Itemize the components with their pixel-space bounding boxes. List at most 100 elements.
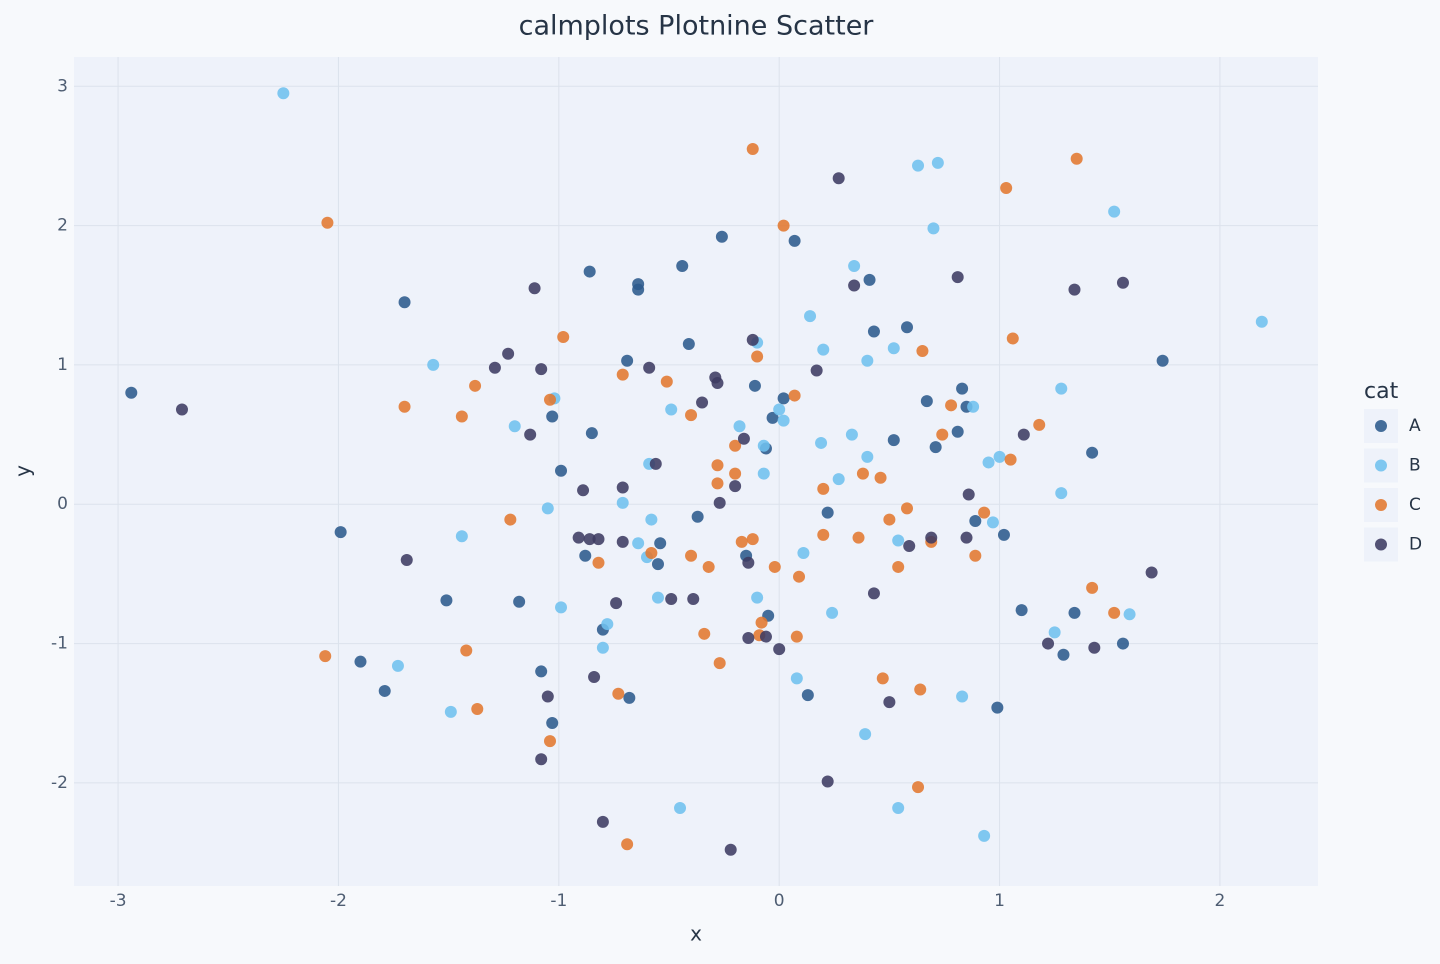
point xyxy=(632,283,645,296)
point xyxy=(852,531,865,544)
point xyxy=(1088,641,1101,654)
point xyxy=(883,513,896,526)
point xyxy=(546,716,559,729)
point xyxy=(579,549,592,562)
point xyxy=(746,142,759,155)
point xyxy=(508,420,521,433)
point xyxy=(277,87,290,100)
y-tick-label: 1 xyxy=(57,355,68,375)
point xyxy=(621,838,634,851)
legend-marker xyxy=(1375,538,1387,551)
point xyxy=(901,321,914,334)
point xyxy=(892,534,905,547)
point xyxy=(810,364,823,377)
point xyxy=(867,587,880,600)
point xyxy=(755,616,768,629)
point xyxy=(524,428,537,441)
point xyxy=(535,753,548,766)
point xyxy=(916,344,929,357)
point xyxy=(546,410,559,423)
point xyxy=(577,484,590,497)
point xyxy=(874,471,887,484)
point xyxy=(951,271,964,284)
point xyxy=(1042,637,1055,650)
point xyxy=(665,403,678,416)
point xyxy=(724,843,737,856)
point xyxy=(757,467,770,480)
point xyxy=(929,441,942,454)
point xyxy=(962,488,975,501)
point xyxy=(685,409,698,422)
point xyxy=(951,425,964,438)
point xyxy=(773,643,786,656)
point xyxy=(427,358,440,371)
point xyxy=(969,549,982,562)
point xyxy=(1255,315,1268,328)
point xyxy=(535,665,548,678)
point xyxy=(993,450,1006,463)
point xyxy=(997,528,1010,541)
legend-title: cat xyxy=(1364,379,1399,404)
point xyxy=(1116,276,1129,289)
x-tick-label: -1 xyxy=(550,891,567,911)
point xyxy=(876,672,889,685)
point xyxy=(790,630,803,643)
point xyxy=(821,775,834,788)
point xyxy=(991,701,1004,714)
point xyxy=(777,414,790,427)
point xyxy=(1055,382,1068,395)
point xyxy=(572,531,585,544)
y-tick-label: 2 xyxy=(57,216,68,236)
point xyxy=(978,829,991,842)
point xyxy=(892,801,905,814)
point xyxy=(175,403,188,416)
point xyxy=(557,331,570,344)
point xyxy=(768,560,781,573)
point xyxy=(867,325,880,338)
point xyxy=(978,506,991,519)
point xyxy=(698,627,711,640)
point xyxy=(696,396,709,409)
point xyxy=(901,502,914,515)
point xyxy=(1000,181,1013,194)
x-tick-label: 0 xyxy=(774,891,785,911)
point xyxy=(354,655,367,668)
point xyxy=(887,342,900,355)
point xyxy=(702,560,715,573)
point xyxy=(804,310,817,323)
point xyxy=(713,657,726,670)
point xyxy=(444,705,457,718)
point xyxy=(616,535,629,548)
point xyxy=(616,496,629,509)
point xyxy=(610,597,623,610)
point xyxy=(859,728,872,741)
point xyxy=(1108,606,1121,619)
point xyxy=(460,644,473,657)
point xyxy=(687,592,700,605)
point xyxy=(832,172,845,185)
point xyxy=(588,671,601,684)
point xyxy=(455,410,468,423)
y-tick-label: -2 xyxy=(51,773,68,793)
point xyxy=(751,350,764,363)
point xyxy=(674,801,687,814)
point xyxy=(912,159,925,172)
point xyxy=(793,570,806,583)
point xyxy=(1004,453,1017,466)
point xyxy=(927,222,940,235)
point xyxy=(544,393,557,406)
point xyxy=(832,473,845,486)
point xyxy=(541,690,554,703)
point xyxy=(592,556,605,569)
point xyxy=(455,530,468,543)
legend-marker xyxy=(1375,459,1387,472)
point xyxy=(583,265,596,278)
point xyxy=(817,482,830,495)
point xyxy=(845,428,858,441)
point xyxy=(676,259,689,272)
point xyxy=(790,672,803,685)
point xyxy=(612,687,625,700)
y-tick-label: 3 xyxy=(57,76,68,96)
point xyxy=(777,392,790,405)
point xyxy=(856,467,869,480)
